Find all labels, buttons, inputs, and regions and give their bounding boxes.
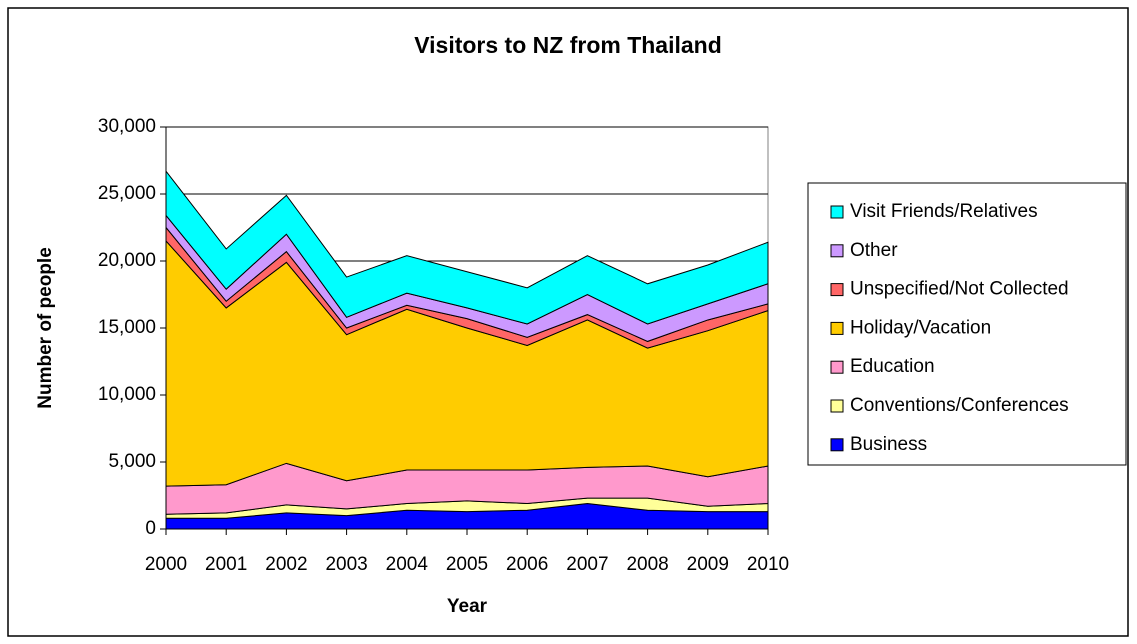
area [165, 169, 769, 325]
legend-swatch [830, 244, 844, 258]
legend-swatch [830, 360, 844, 374]
y-tick-label: 0 [145, 518, 156, 539]
x-tick-label: 2010 [747, 554, 789, 575]
x-tick-label: 2007 [566, 554, 608, 575]
legend-label: Holiday/Vacation [850, 317, 991, 338]
legend-label: Education [850, 356, 935, 377]
x-tick-label: 2002 [265, 554, 307, 575]
y-tick-label: 10,000 [98, 384, 156, 405]
x-tick-label: 2001 [205, 554, 247, 575]
legend-swatch [830, 321, 844, 335]
y-tick-label: 15,000 [98, 317, 156, 338]
y-tick-label: 25,000 [98, 183, 156, 204]
x-tick-label: 2000 [145, 554, 187, 575]
y-tick-label: 20,000 [98, 250, 156, 271]
y-axis-title: Number of people [35, 247, 56, 409]
legend-swatch [830, 205, 844, 219]
x-tick-label: 2008 [626, 554, 668, 575]
legend-label: Business [850, 434, 927, 455]
x-tick-label: 2006 [506, 554, 548, 575]
x-tick-label: 2003 [325, 554, 367, 575]
y-tick-label: 30,000 [98, 116, 156, 137]
chart-title: Visitors to NZ from Thailand [414, 32, 722, 58]
x-tick-label: 2004 [386, 554, 429, 575]
legend-label: Unspecified/Not Collected [850, 279, 1069, 300]
x-tick-label: 2009 [687, 554, 729, 575]
y-tick-label: 5,000 [108, 451, 156, 472]
legend-label: Conventions/Conferences [850, 395, 1069, 416]
x-axis-title: Year [447, 596, 488, 617]
legend-swatch [830, 438, 844, 452]
legend-swatch [830, 399, 844, 413]
legend-label: Visit Friends/Relatives [850, 201, 1038, 222]
legend-swatch [830, 283, 844, 297]
x-tick-label: 2005 [446, 554, 488, 575]
legend-box [807, 182, 1127, 466]
legend-label: Other [850, 240, 898, 261]
